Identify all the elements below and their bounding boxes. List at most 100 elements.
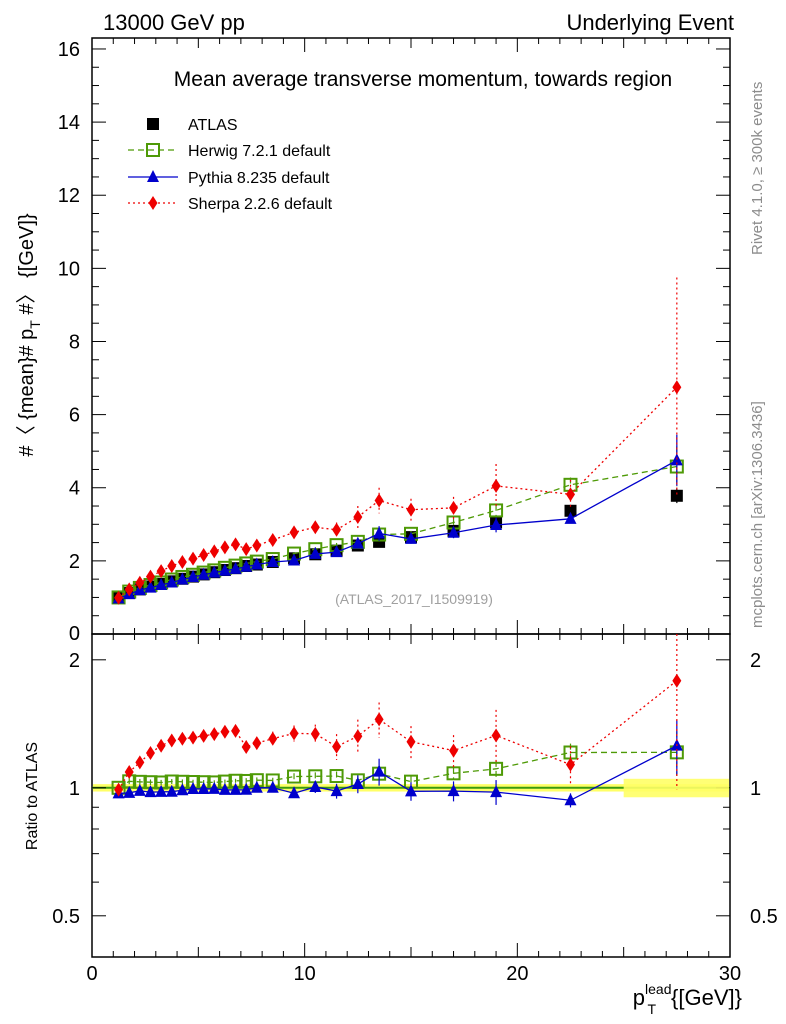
header-left: 13000 GeV pp — [103, 10, 245, 35]
sherpa-point — [449, 500, 459, 515]
analysis-watermark: (ATLAS_2017_I1509919) — [335, 591, 493, 607]
pythia-ratio-point — [490, 785, 503, 798]
sherpa-ratio-point — [672, 673, 682, 688]
main-series-layer — [111, 277, 684, 605]
sherpa-point — [374, 493, 384, 508]
pythia-point — [309, 546, 322, 559]
y-axis-label: #〈 {mean}# pT #〉 {[GeV]} — [16, 213, 43, 456]
sherpa-ratio-point — [135, 755, 145, 770]
pythia-point — [218, 563, 231, 576]
pythia-ratio-point — [187, 781, 200, 794]
sherpa-ratio-point — [406, 734, 416, 749]
pythia-point — [187, 569, 200, 582]
ratio-y-tick-label: 1 — [69, 778, 80, 800]
pythia-ratio-point — [165, 784, 178, 797]
herwig-ratio-point — [287, 769, 302, 784]
pythia-ratio-point — [229, 782, 242, 795]
x-tick-label: 30 — [719, 963, 741, 985]
legend-herwig-label: Herwig 7.2.1 default — [188, 143, 331, 160]
sherpa-point — [252, 538, 262, 553]
pythia-point — [165, 575, 178, 588]
y-tick-label: 10 — [58, 258, 80, 280]
sherpa-point — [310, 520, 320, 535]
y-tick-label: 6 — [69, 405, 80, 427]
sherpa-ratio-point — [374, 712, 384, 727]
pythia-ratio-point — [197, 781, 210, 794]
y-tick-label: 4 — [69, 478, 80, 500]
pythia-ratio-point — [133, 783, 146, 796]
sherpa-ratio-point — [156, 738, 166, 753]
sherpa-ratio-point — [209, 727, 219, 742]
sherpa-point — [177, 554, 187, 569]
pythia-ratio-point — [250, 780, 263, 793]
sherpa-point — [156, 564, 166, 579]
pythia-ratio-point — [288, 786, 301, 799]
pythia-point — [229, 561, 242, 574]
x-axis-label-sub: T — [647, 1001, 656, 1017]
ratio-y-tick-label-right: 1 — [750, 778, 761, 800]
x-tick-label: 10 — [294, 963, 316, 985]
atlas-point — [670, 489, 683, 502]
pythia-point — [240, 559, 253, 572]
y-tick-label: 16 — [58, 39, 80, 61]
x-axis-label: plead T {[GeV]} — [633, 981, 742, 1017]
legend-atlas-label: ATLAS — [188, 117, 238, 134]
pythia-point — [330, 545, 343, 558]
sherpa-ratio-point — [449, 743, 459, 758]
legend-herwig-marker — [146, 143, 160, 157]
sherpa-point — [491, 478, 501, 493]
herwig-ratio-point — [446, 766, 461, 781]
y-tick-label: 12 — [58, 185, 80, 207]
sherpa-point — [220, 540, 230, 555]
ratio-series-layer — [111, 634, 729, 808]
atlas-point — [564, 504, 577, 517]
pythia-ratio-point — [176, 783, 189, 796]
pythia-point — [405, 531, 417, 544]
sherpa-point — [114, 590, 124, 605]
pythia-ratio-point — [351, 777, 364, 790]
sherpa-ratio-point — [177, 731, 187, 746]
y-tick-label-zero: 0 — [69, 623, 80, 645]
pythia-ratio-point — [373, 764, 386, 777]
pythia-point — [447, 525, 460, 538]
x-tick-label: 20 — [506, 963, 528, 985]
herwig-ratio-point — [489, 761, 504, 776]
side-text-mcplots: mcplots.cern.ch [arXiv:1306.3436] — [749, 401, 766, 628]
sherpa-ratio-point — [188, 730, 198, 745]
pythia-point — [490, 518, 503, 531]
x-axis-label-sup: lead — [645, 981, 671, 997]
sherpa-point — [332, 522, 342, 537]
sherpa-ratio-point — [231, 723, 241, 738]
pythia-point — [564, 511, 577, 524]
pythia-point — [197, 567, 210, 580]
sherpa-point — [167, 558, 177, 573]
legend-sherpa-label: Sherpa 2.2.6 default — [188, 196, 333, 213]
legend-sherpa-marker — [148, 196, 158, 210]
ratio-y-tick-label-right: 0.5 — [750, 906, 778, 928]
y-tick-label: 2 — [69, 551, 80, 573]
sherpa-ratio-point — [491, 728, 501, 743]
legend: ATLAS Herwig 7.2.1 default Pythia 8.235 de… — [128, 117, 333, 213]
sherpa-point — [566, 487, 575, 502]
sherpa-point — [241, 542, 251, 557]
pythia-ratio-point — [240, 782, 253, 795]
sherpa-ratio-point — [289, 726, 299, 741]
sherpa-ratio-point — [114, 782, 124, 797]
sherpa-point — [231, 537, 241, 552]
ratio-band-tail — [623, 778, 729, 798]
pythia-ratio-point — [208, 781, 221, 794]
y-axis-label-sub: T — [27, 320, 43, 329]
sherpa-point — [188, 551, 198, 566]
pythia-point — [144, 580, 157, 593]
sherpa-ratio-point — [310, 726, 320, 741]
header-right: Underlying Event — [566, 10, 734, 35]
legend-atlas-marker — [147, 118, 159, 130]
pythia-point — [176, 572, 189, 585]
pythia-ratio-point — [447, 784, 460, 797]
sherpa-point — [145, 569, 155, 584]
sherpa-point — [124, 582, 134, 597]
sherpa-ratio-point — [145, 745, 155, 760]
side-text-rivet: Rivet 4.1.0, ≥ 300k events — [749, 82, 766, 255]
y-axis-label-a: #〈 {mean}# p — [16, 329, 38, 457]
